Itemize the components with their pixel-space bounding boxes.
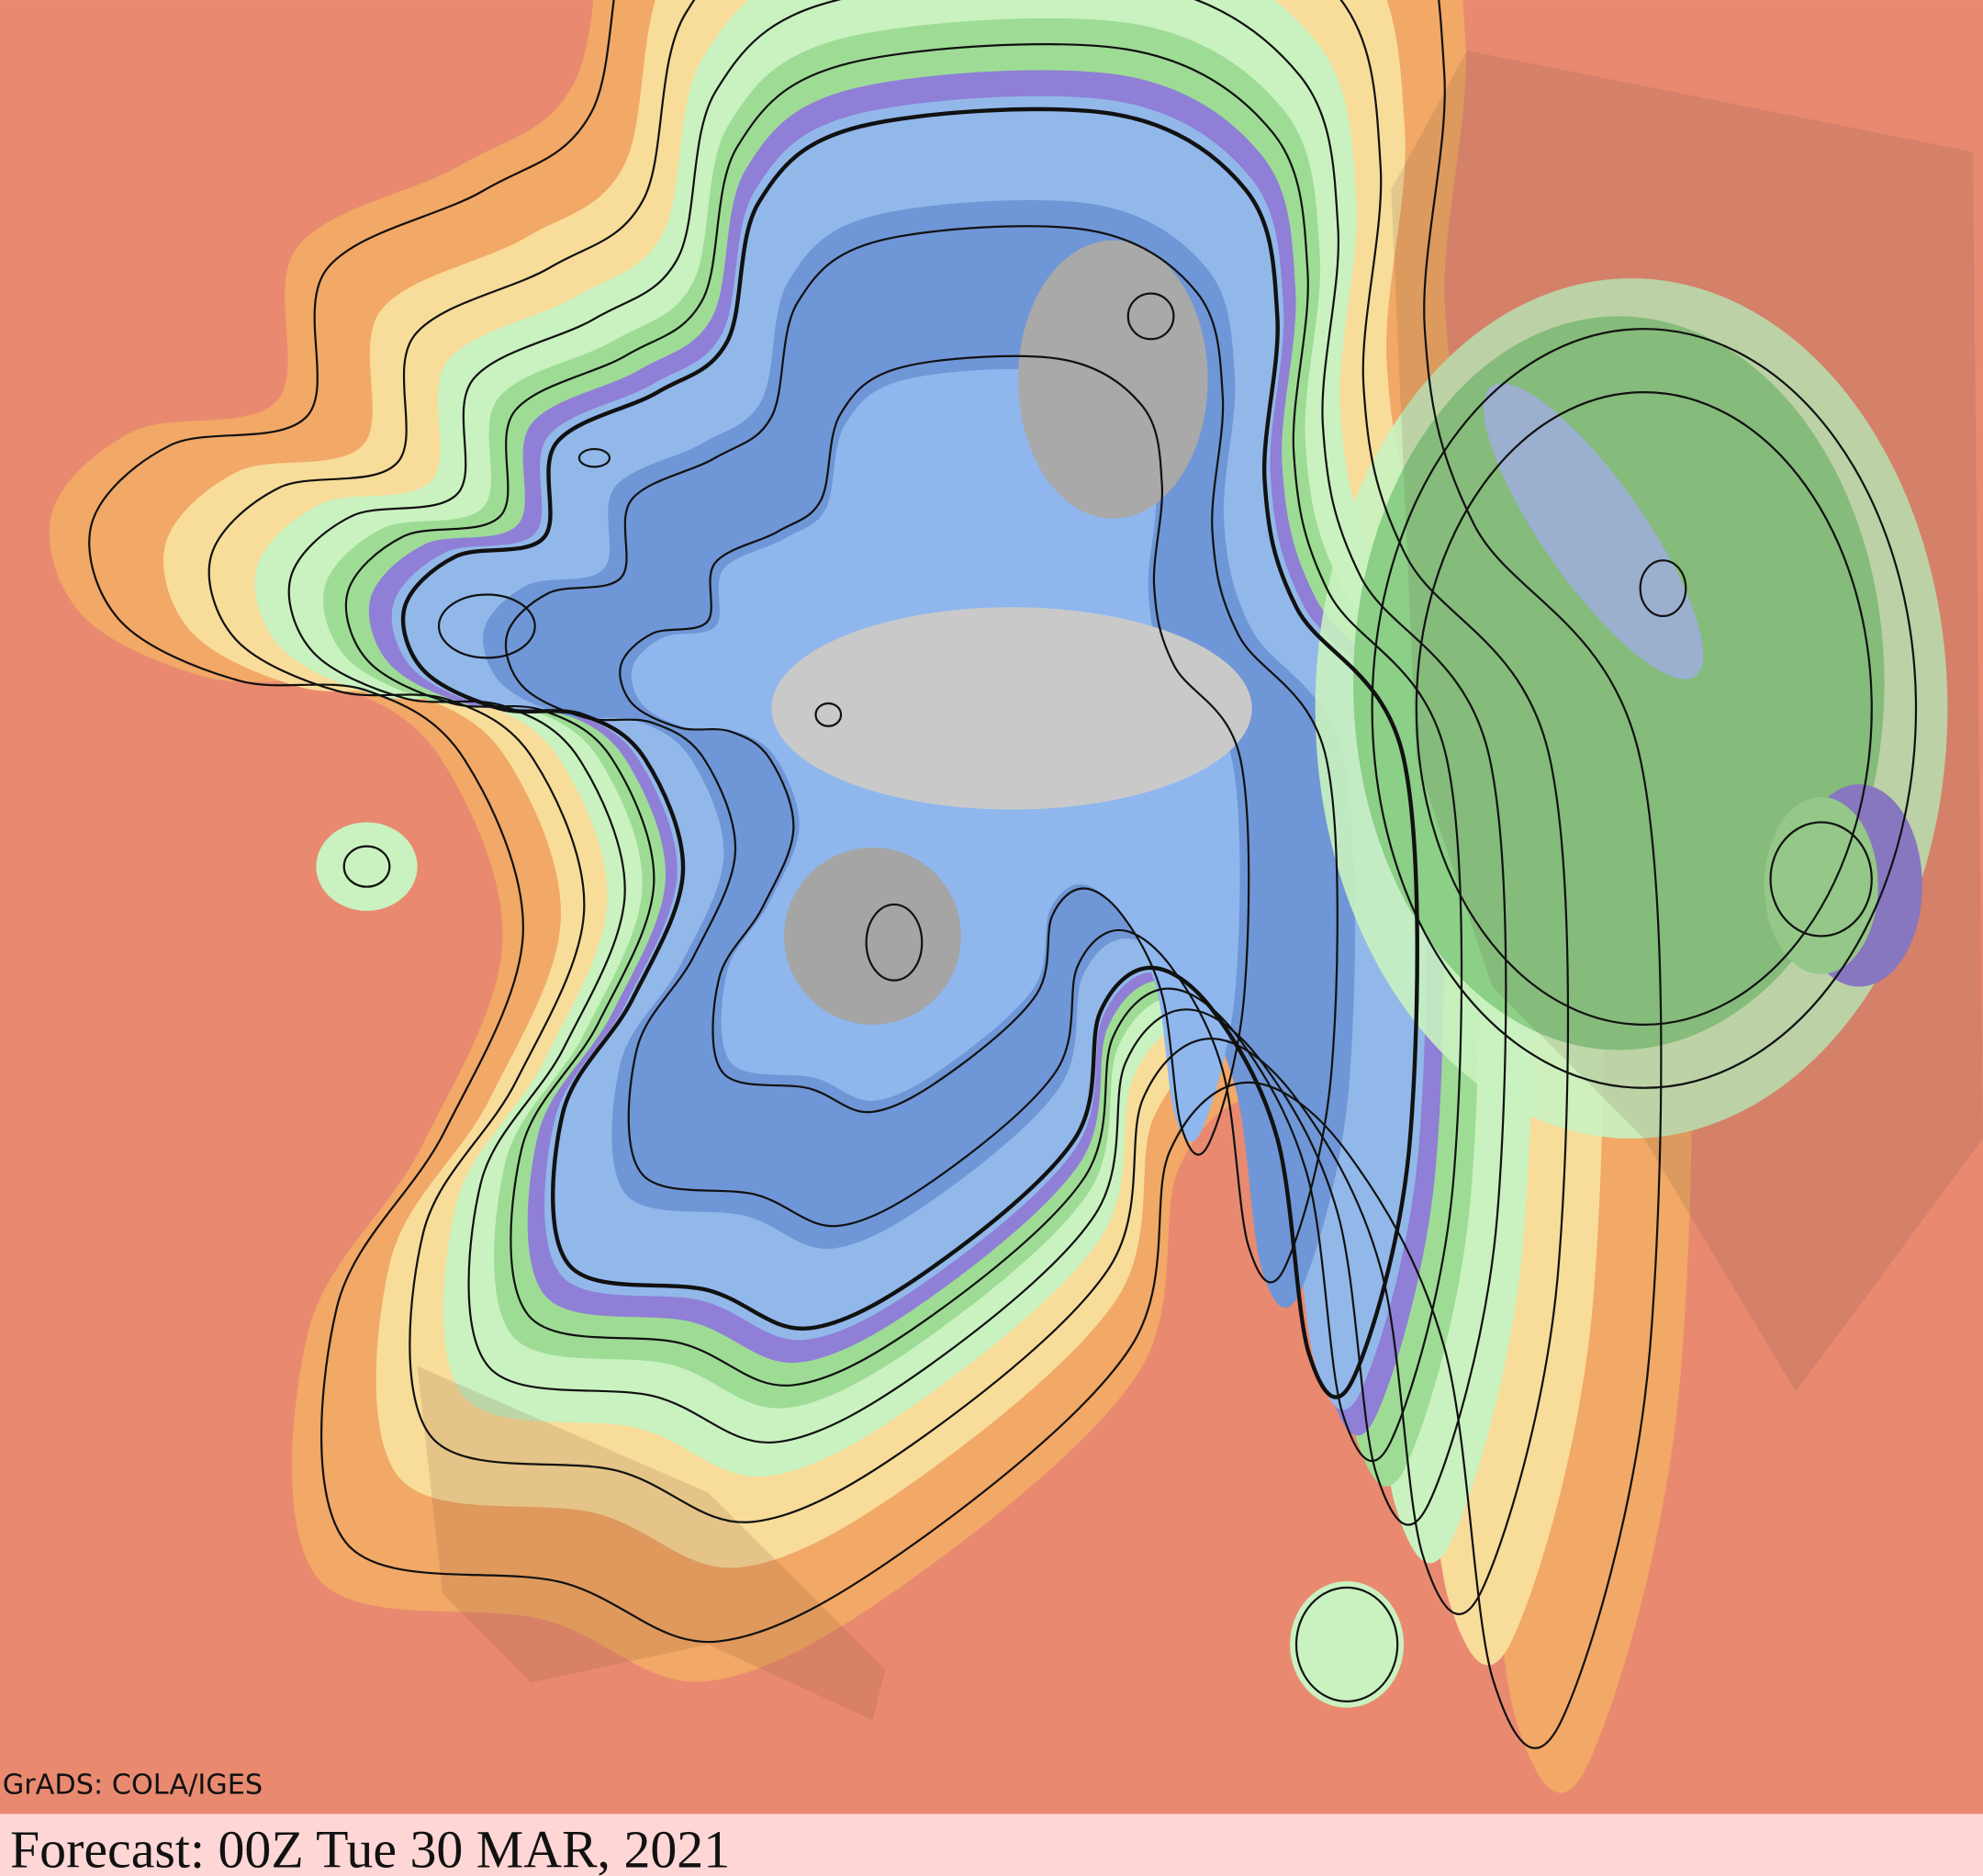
atlantic-blob <box>1290 1580 1405 1708</box>
contour-line <box>400 107 1419 1399</box>
contour-line <box>88 0 1663 1749</box>
field-layers <box>49 0 1983 1793</box>
land-tint <box>1391 51 1983 1392</box>
contour-line <box>342 845 391 888</box>
contour-line <box>814 702 843 727</box>
eurasia-band <box>1352 316 1885 1050</box>
contour-line <box>207 0 1570 1615</box>
cold-core <box>784 848 961 1025</box>
contour-lines <box>88 0 1918 1749</box>
contour-line <box>1639 559 1687 618</box>
credit-label: GrADS: COLA/IGES <box>3 1769 263 1801</box>
contour-line <box>1294 1586 1399 1702</box>
contour-line <box>1371 328 1918 1089</box>
footer-band <box>0 1814 1983 1876</box>
land-tint <box>417 1365 886 1721</box>
forecast-label: Forecast: 00Z Tue 30 MAR, 2021 <box>10 1819 730 1876</box>
eurasia-band <box>1764 796 1878 974</box>
contour-line <box>344 43 1463 1463</box>
contour-line <box>1126 292 1175 341</box>
contour-line <box>287 0 1507 1526</box>
contour-line <box>1769 821 1873 938</box>
cold-core <box>771 607 1252 810</box>
contour-line <box>865 903 924 982</box>
pacific-blob <box>316 822 418 911</box>
eurasia-band <box>1484 383 1704 680</box>
contour-line <box>619 354 1250 1156</box>
contour-line <box>1415 390 1873 1026</box>
contour-line <box>504 225 1339 1284</box>
contour-line <box>437 593 536 659</box>
contour-line <box>577 447 611 468</box>
